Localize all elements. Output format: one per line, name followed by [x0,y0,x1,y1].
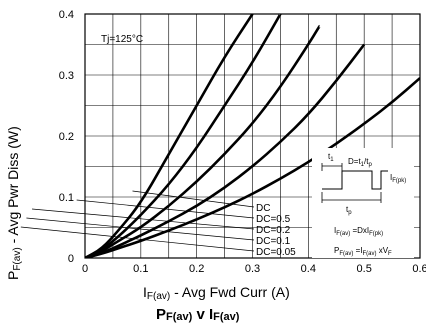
x-tick-label: 0.5 [357,263,372,275]
legend-leader-line [26,217,255,241]
legend-label: DC=0.2 [256,225,291,236]
legend-leaders [20,190,255,252]
legend-label: DC=0.5 [256,214,291,225]
chart-caption: PF(av) v IF(av) [156,306,240,323]
legend-label: DC=0.1 [256,236,291,247]
inset-tp-label: tp [346,205,352,216]
inset-t1-label: t1 [328,152,334,163]
curve-dc [85,77,420,258]
temperature-annotation: Tj=125°C [101,34,143,45]
y-axis-label: PF(av) - Avg Pwr Diss (W) [5,126,23,280]
x-axis-label: IF(av) - Avg Fwd Curr (A) [143,284,290,302]
x-tick-label: 0.6 [412,263,426,275]
y-tick-label: 0.4 [59,9,74,21]
y-tick-labels: 0 0.1 0.2 0.3 0.4 [59,9,74,265]
inset-ipk-label: IF(pk) [390,173,406,184]
curve-dc-0-2 [85,25,321,258]
x-tick-label: 0.3 [245,263,260,275]
legend-leader-line [132,190,255,208]
inset-power-equation: PF(av) =IF(av) xVF [334,246,392,257]
plot-border [84,13,421,259]
legend-leader-line [31,208,255,230]
inset-average-current-equation: IF(av) =DxIF(pk) [334,226,383,237]
x-tick-label: 0.1 [133,263,148,275]
x-tick-labels: 0 0.1 0.2 0.3 0.4 0.5 0.6 [82,263,426,275]
x-tick-label: 0.4 [301,263,316,275]
y-tick-label: 0.1 [59,192,74,204]
x-tick-label: 0.2 [189,263,204,275]
inset-pulse-waveform [322,170,388,190]
y-tick-label: 0.2 [59,131,74,143]
legend-label: DC=0.05 [256,247,296,258]
legend-label: DC [256,203,270,214]
duty-cycle-inset: t1 D=t1/tp IF(pk) tp IF(av) =DxIF(pk) PF… [312,148,414,258]
y-tick-label: 0 [68,253,74,265]
legend-leader-line [76,199,255,219]
curves [85,14,420,258]
curve-dc-0-5 [85,43,366,258]
y-tick-label: 0.3 [59,70,74,82]
legend-leader-line [20,226,255,252]
x-tick-label: 0 [82,263,88,275]
inset-duty-equation: D=t1/tp [348,157,372,168]
